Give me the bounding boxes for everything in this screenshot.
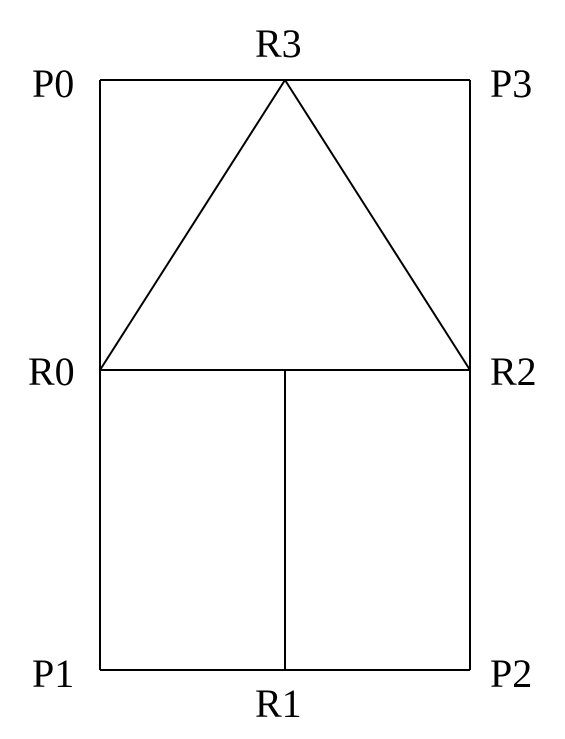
label-R1: R1	[255, 680, 302, 727]
label-P2: P2	[490, 650, 532, 697]
label-P3: P3	[490, 60, 532, 107]
label-R0: R0	[28, 348, 75, 395]
diagram-canvas	[0, 0, 565, 739]
label-R2: R2	[490, 348, 537, 395]
label-P1: P1	[32, 650, 74, 697]
label-P0: P0	[32, 60, 74, 107]
label-R3: R3	[255, 20, 302, 67]
